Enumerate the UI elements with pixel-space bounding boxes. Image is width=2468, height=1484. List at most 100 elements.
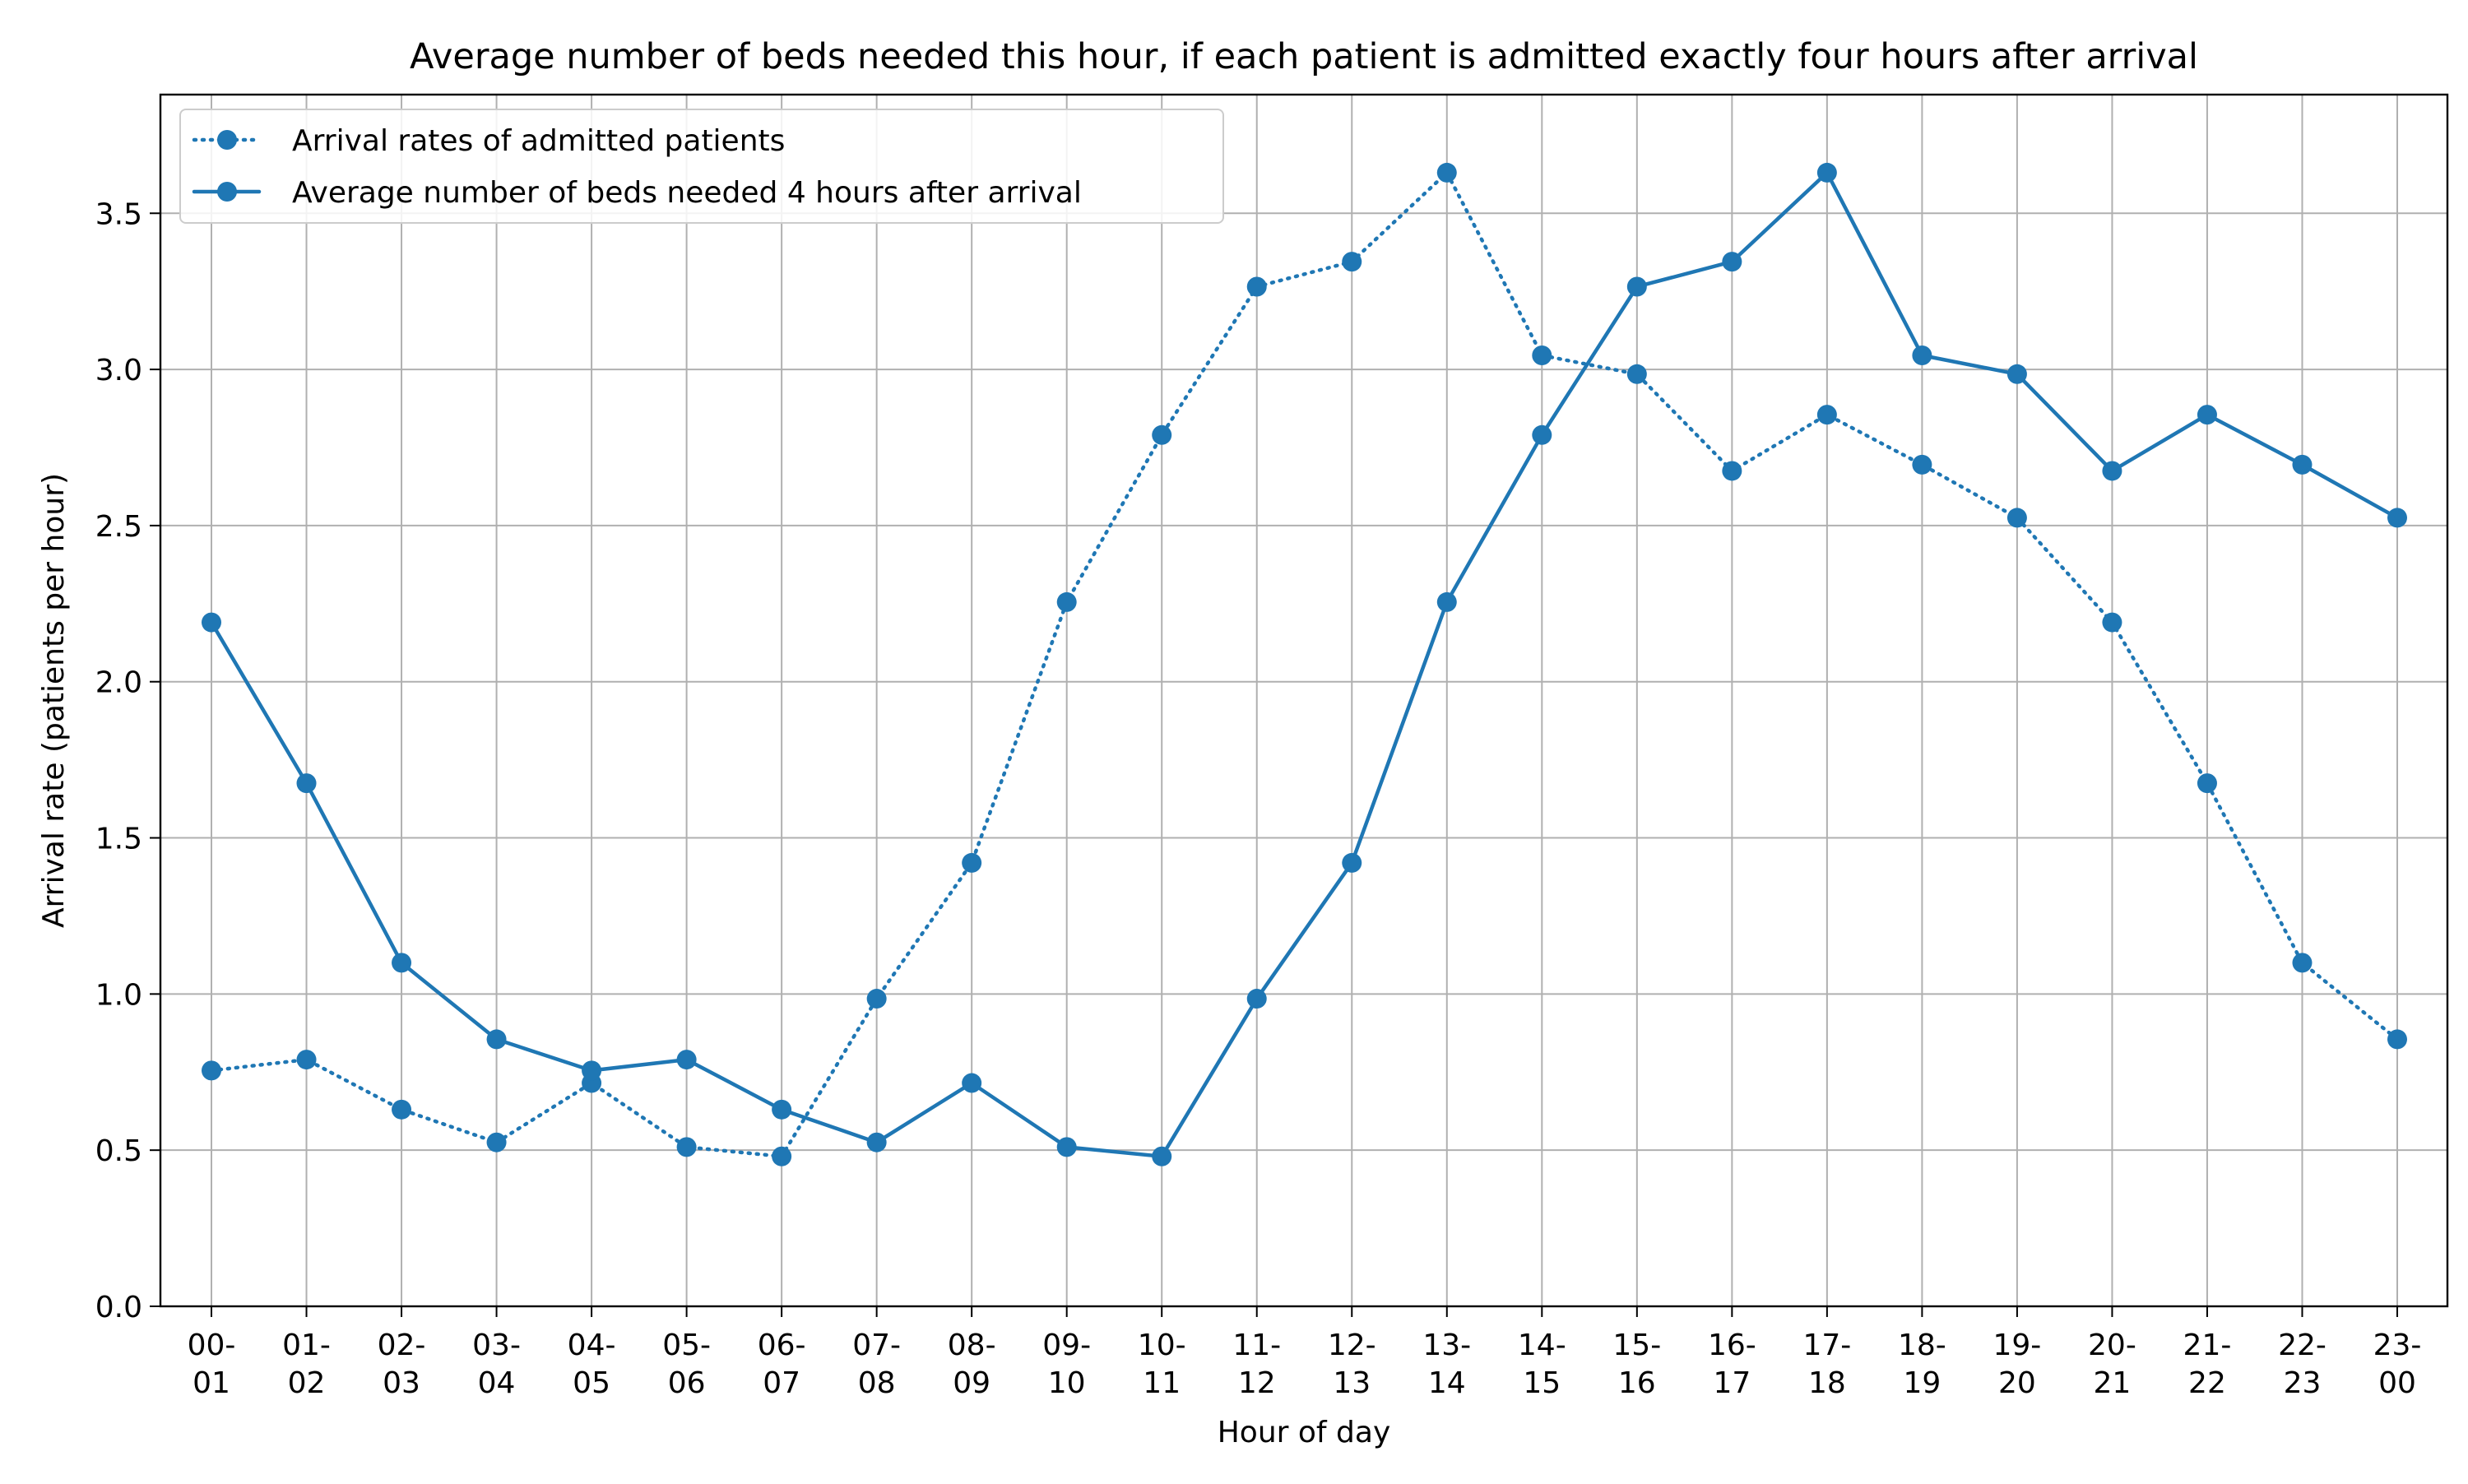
ticks-layer: 00- 01 01- 02 02- 03 03- 04 04- 05 05- 06 06- 07 07- 08… bbox=[95, 197, 2422, 1400]
series-1-point bbox=[1056, 591, 1077, 612]
x-tick-label: 01- bbox=[282, 1329, 331, 1362]
x-tick-label: 17- bbox=[1802, 1329, 1851, 1362]
legend-marker-2 bbox=[217, 182, 237, 202]
series-2-point bbox=[772, 1099, 792, 1120]
x-tick-label: 16 bbox=[1618, 1366, 1656, 1400]
x-tick-label: 06- bbox=[758, 1329, 806, 1362]
x-tick-label: 12- bbox=[1328, 1329, 1376, 1362]
series-2-point bbox=[582, 1060, 602, 1081]
series-1-point bbox=[2006, 508, 2027, 528]
x-tick-label: 02 bbox=[288, 1366, 326, 1400]
y-tick-label: 2.5 bbox=[95, 510, 142, 544]
series-2-point bbox=[2292, 454, 2313, 475]
series-1-point bbox=[202, 1060, 221, 1081]
x-tick-label: 08 bbox=[858, 1366, 896, 1400]
x-tick-label: 00 bbox=[2378, 1366, 2416, 1400]
series-1-point bbox=[1152, 424, 1172, 445]
series-2-point bbox=[2197, 405, 2217, 425]
y-axis-label: Arrival rate (patients per hour) bbox=[37, 473, 71, 928]
series-2-point bbox=[1626, 276, 1647, 297]
x-tick-label: 11- bbox=[1232, 1329, 1281, 1362]
x-tick-label: 09 bbox=[953, 1366, 990, 1400]
series-line-1 bbox=[209, 170, 2400, 1159]
series-2-point bbox=[1816, 162, 1837, 183]
legend-label-2: Average number of beds needed 4 hours af… bbox=[292, 176, 1082, 210]
y-tick-label: 0.0 bbox=[95, 1291, 142, 1324]
y-tick-label: 3.5 bbox=[95, 197, 142, 231]
series-2-point bbox=[2387, 508, 2407, 528]
x-tick-label: 04- bbox=[568, 1329, 616, 1362]
x-tick-label: 13 bbox=[1333, 1366, 1371, 1400]
series-2-point bbox=[676, 1050, 697, 1070]
x-tick-label: 06 bbox=[668, 1366, 706, 1400]
series-1-point bbox=[486, 1132, 507, 1152]
y-tick-label: 1.0 bbox=[95, 978, 142, 1012]
series-2-point bbox=[1912, 345, 1932, 365]
series-1-point bbox=[962, 852, 982, 873]
series-1-point bbox=[1626, 364, 1647, 384]
x-tick-label: 03- bbox=[472, 1329, 521, 1362]
series-1-point bbox=[2387, 1029, 2407, 1050]
series-2-point bbox=[392, 953, 412, 973]
grid-layer bbox=[160, 95, 2447, 1307]
x-tick-label: 15 bbox=[1523, 1366, 1561, 1400]
x-tick-label: 23 bbox=[2284, 1366, 2322, 1400]
x-tick-label: 08- bbox=[948, 1329, 996, 1362]
x-tick-label: 14- bbox=[1518, 1329, 1566, 1362]
x-tick-label: 13- bbox=[1422, 1329, 1471, 1362]
series-2-point bbox=[2006, 364, 2027, 384]
y-tick-label: 0.5 bbox=[95, 1134, 142, 1168]
series-1-point bbox=[2292, 953, 2313, 973]
series-2-point bbox=[1436, 591, 1457, 612]
legend: Arrival rates of admitted patients Averag… bbox=[179, 109, 1224, 224]
series-2-point bbox=[1722, 252, 1742, 272]
series-1-point bbox=[772, 1146, 792, 1166]
series-2-point bbox=[1152, 1146, 1172, 1166]
x-tick-label: 09- bbox=[1042, 1329, 1091, 1362]
series-1-point bbox=[1816, 405, 1837, 425]
chart-title: Average number of beds needed this hour,… bbox=[410, 36, 2198, 77]
plot-frame bbox=[159, 93, 2449, 1308]
x-tick-label: 16- bbox=[1708, 1329, 1756, 1362]
series-2-point bbox=[202, 612, 221, 633]
x-tick-label: 10 bbox=[1048, 1366, 1086, 1400]
legend-label-1: Arrival rates of admitted patients bbox=[292, 124, 785, 158]
series-1-point bbox=[296, 1050, 317, 1070]
x-tick-label: 10- bbox=[1138, 1329, 1186, 1362]
x-tick-label: 05- bbox=[662, 1329, 711, 1362]
legend-marker-1 bbox=[217, 130, 237, 150]
series-1-point bbox=[1912, 454, 1932, 475]
x-tick-label: 22- bbox=[2278, 1329, 2327, 1362]
x-tick-label: 07 bbox=[763, 1366, 800, 1400]
x-tick-label: 20- bbox=[2088, 1329, 2136, 1362]
x-tick-label: 07- bbox=[852, 1329, 901, 1362]
series-2-point bbox=[2102, 461, 2122, 481]
series-1-point bbox=[2197, 773, 2217, 794]
series-layer bbox=[202, 162, 2407, 1166]
x-tick-label: 12 bbox=[1238, 1366, 1276, 1400]
series-2-point bbox=[1342, 852, 1362, 873]
series-1-point bbox=[1342, 252, 1362, 272]
x-tick-label: 00- bbox=[188, 1329, 236, 1362]
x-tick-label: 21- bbox=[2183, 1329, 2232, 1362]
series-1-point bbox=[1436, 162, 1457, 183]
x-axis-label: Hour of day bbox=[1218, 1416, 1391, 1449]
series-1-point bbox=[2102, 612, 2122, 633]
series-1-point bbox=[1246, 276, 1267, 297]
series-2-point bbox=[486, 1029, 507, 1050]
x-tick-label: 17 bbox=[1713, 1366, 1751, 1400]
series-1-point bbox=[1532, 345, 1552, 365]
x-tick-label: 22 bbox=[2188, 1366, 2226, 1400]
series-2-point bbox=[866, 1132, 887, 1152]
x-tick-label: 19- bbox=[1993, 1329, 2042, 1362]
x-tick-label: 02- bbox=[378, 1329, 426, 1362]
x-tick-label: 19 bbox=[1903, 1366, 1941, 1400]
x-tick-label: 18 bbox=[1808, 1366, 1846, 1400]
series-2-point bbox=[1532, 424, 1552, 445]
x-tick-label: 21 bbox=[2094, 1366, 2132, 1400]
series-1-point bbox=[392, 1099, 412, 1120]
x-tick-label: 20 bbox=[1998, 1366, 2036, 1400]
series-2-point bbox=[1246, 989, 1267, 1009]
